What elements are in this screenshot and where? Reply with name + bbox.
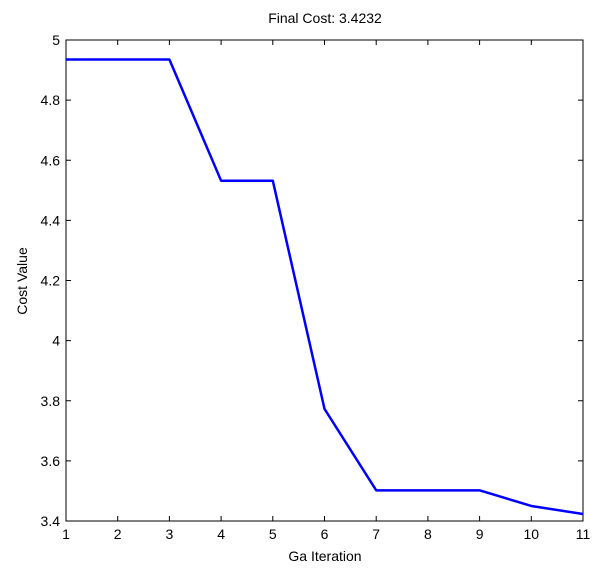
plot-frame (66, 40, 583, 521)
axis-ticks (66, 40, 583, 521)
y-tick-label: 4.4 (41, 212, 61, 228)
y-tick-label: 3.8 (41, 393, 61, 409)
x-axis-label: Ga Iteration (288, 548, 361, 564)
x-tick-label: 7 (372, 526, 380, 542)
y-tick-label: 3.6 (41, 453, 61, 469)
y-tick-label: 4.2 (41, 273, 61, 289)
y-tick-label: 4.6 (41, 152, 61, 168)
x-tick-label: 3 (166, 526, 174, 542)
x-tick-label: 1 (62, 526, 70, 542)
chart-title: Final Cost: 3.4232 (268, 10, 382, 26)
y-tick-label: 4 (52, 333, 60, 349)
x-tick-label: 11 (576, 526, 591, 542)
y-tick-label: 4.8 (41, 92, 61, 108)
x-tick-label: 9 (476, 526, 484, 542)
x-tick-label: 10 (524, 526, 540, 542)
x-tick-label: 6 (321, 526, 329, 542)
x-tick-label: 2 (114, 526, 122, 542)
cost-series-line (66, 60, 583, 514)
x-tick-labels: 1 2 3 4 5 6 7 8 9 10 11 (62, 526, 590, 542)
y-tick-labels: 3.4 3.6 3.8 4 4.2 4.4 4.6 4.8 5 (41, 32, 61, 529)
x-tick-label: 5 (269, 526, 277, 542)
x-tick-label: 8 (424, 526, 432, 542)
x-tick-label: 4 (217, 526, 225, 542)
y-tick-label: 5 (52, 32, 60, 48)
y-tick-label: 3.4 (41, 513, 61, 529)
y-axis-label: Cost Value (14, 247, 30, 315)
